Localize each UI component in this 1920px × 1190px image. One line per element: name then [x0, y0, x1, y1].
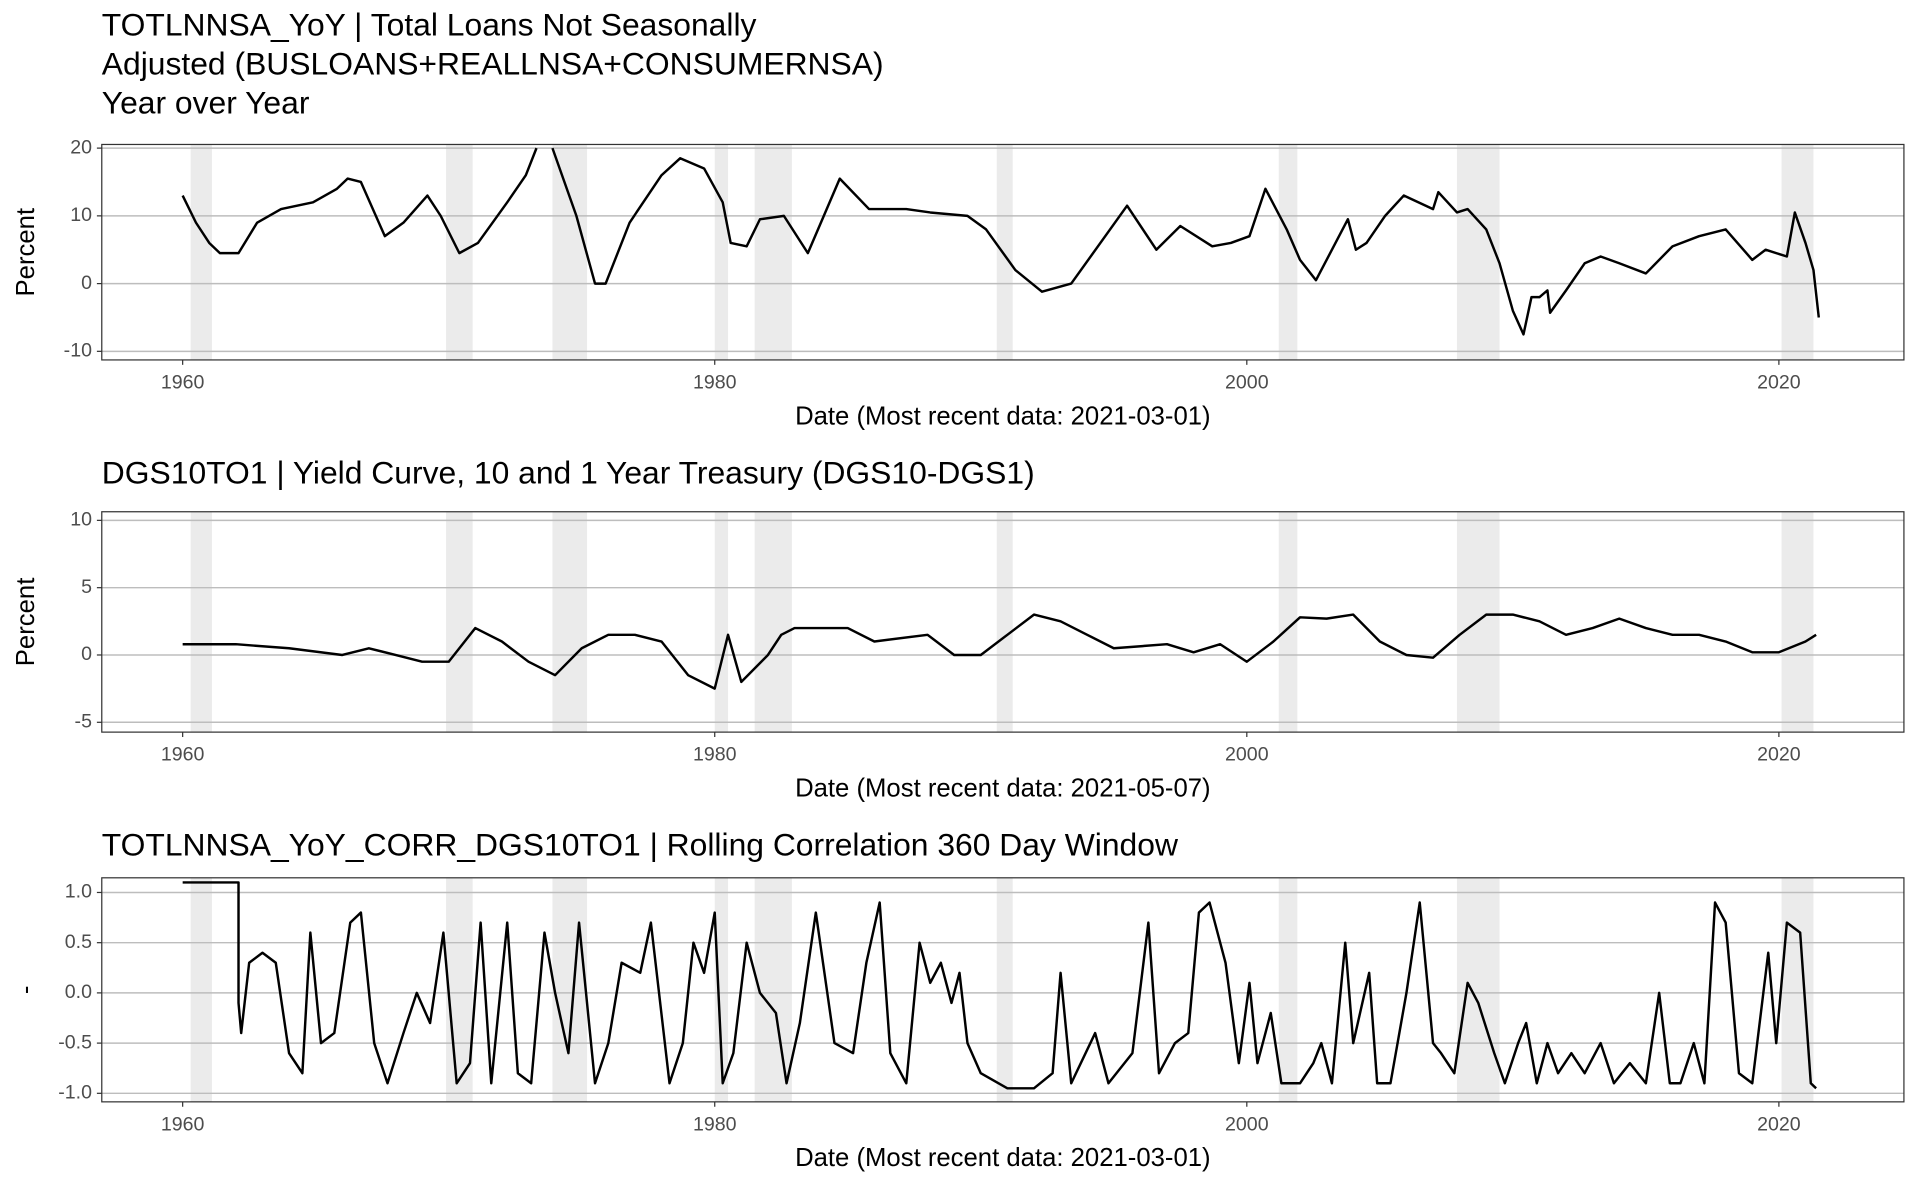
recession-band: [714, 511, 729, 733]
chart-title: DGS10TO1 | Yield Curve, 10 and 1 Year Tr…: [102, 454, 1035, 490]
chart-title: Year over Year: [102, 85, 310, 121]
plot-border: [101, 511, 1905, 733]
y-tick-label: 10: [70, 509, 92, 531]
recession-band: [754, 144, 792, 360]
recession-band: [190, 877, 212, 1102]
chart-title: Adjusted (BUSLOANS+REALLNSA+CONSUMERNSA): [102, 46, 884, 82]
y-tick-label: 10: [70, 204, 92, 226]
y-tick-label: 0.0: [65, 981, 92, 1003]
recession-band: [1278, 511, 1298, 733]
recession-band: [190, 144, 212, 360]
data-line: [181, 147, 1820, 336]
data-line: [182, 881, 1817, 1090]
recession-band: [996, 511, 1013, 733]
y-axis-label: Percent: [12, 578, 40, 667]
x-axis-label: Date (Most recent data: 2021-03-01): [795, 402, 1211, 430]
recession-band: [552, 511, 588, 733]
recession-band: [446, 877, 473, 1102]
recession-band: [754, 877, 792, 1102]
recession-band: [446, 511, 473, 733]
chart-title: TOTLNNSA_YoY | Total Loans Not Seasonall…: [102, 6, 757, 42]
recession-band: [552, 144, 588, 360]
x-tick-label: 1960: [161, 371, 205, 393]
y-tick-label: 0: [81, 272, 92, 294]
recession-band: [1456, 877, 1500, 1102]
recession-band: [1278, 144, 1298, 360]
x-tick-label: 2020: [1757, 371, 1801, 393]
y-tick-label: -1.0: [58, 1081, 92, 1103]
x-tick-label: 2020: [1757, 744, 1801, 766]
y-tick-label: -0.5: [58, 1031, 92, 1053]
recession-band: [190, 511, 212, 733]
recession-band: [996, 877, 1013, 1102]
x-tick-label: 2020: [1757, 1113, 1801, 1135]
chart-title: TOTLNNSA_YoY_CORR_DGS10TO1 | Rolling Cor…: [102, 827, 1179, 863]
x-tick-label: 2000: [1225, 371, 1269, 393]
x-tick-label: 1960: [161, 744, 205, 766]
recession-band: [714, 877, 729, 1102]
recession-band: [1456, 144, 1500, 360]
recession-band: [1781, 511, 1814, 733]
x-tick-label: 1980: [693, 1113, 737, 1135]
y-tick-label: -10: [64, 340, 92, 362]
x-tick-label: 1980: [693, 371, 737, 393]
recession-band: [1781, 877, 1814, 1102]
y-tick-label: 0: [81, 643, 92, 665]
y-axis-label: -: [12, 986, 40, 995]
y-tick-label: -5: [75, 710, 93, 732]
y-tick-label: 1.0: [65, 881, 92, 903]
y-axis-label: Percent: [12, 208, 40, 297]
plot-border: [101, 877, 1905, 1103]
recession-band: [714, 144, 729, 360]
x-tick-label: 2000: [1225, 744, 1269, 766]
x-tick-label: 2000: [1225, 1113, 1269, 1135]
x-tick-label: 1980: [693, 744, 737, 766]
plot-border: [101, 143, 1905, 361]
y-tick-label: 20: [70, 136, 92, 158]
data-line: [182, 613, 1817, 690]
x-axis-label: Date (Most recent data: 2021-05-07): [795, 774, 1211, 802]
x-tick-label: 1960: [161, 1113, 205, 1135]
y-tick-label: 0.5: [65, 931, 92, 953]
x-axis-label: Date (Most recent data: 2021-03-01): [795, 1144, 1211, 1172]
recession-band: [996, 144, 1013, 360]
y-tick-label: 5: [81, 576, 92, 598]
recession-band: [754, 511, 792, 733]
recession-band: [1278, 877, 1298, 1102]
recession-band: [552, 877, 588, 1102]
